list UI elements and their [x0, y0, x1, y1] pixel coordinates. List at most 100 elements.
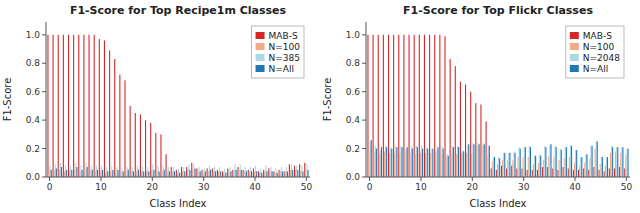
- y-axis-line: [46, 22, 47, 177]
- bar: [604, 171, 605, 177]
- bar: [187, 170, 188, 177]
- bar: [528, 157, 529, 177]
- y-tick: [42, 148, 46, 149]
- bar: [590, 146, 591, 177]
- bar: [304, 163, 305, 177]
- bar: [415, 154, 416, 177]
- bar: [217, 170, 218, 177]
- bar: [371, 140, 372, 177]
- bar: [467, 144, 468, 177]
- bar: [422, 149, 423, 177]
- bar: [443, 149, 444, 177]
- bar: [479, 144, 480, 177]
- bar: [386, 147, 387, 177]
- bar: [137, 166, 138, 177]
- bar: [166, 154, 167, 177]
- y-tick: [42, 63, 46, 64]
- bar: [429, 35, 430, 177]
- bar: [153, 170, 154, 177]
- bar: [268, 168, 269, 177]
- bar: [506, 168, 507, 177]
- bar: [279, 170, 280, 177]
- bar: [163, 166, 164, 177]
- bar: [189, 170, 190, 177]
- x-tick: [575, 177, 576, 181]
- bar: [395, 146, 396, 177]
- y-tick-label: 0.6: [26, 87, 41, 97]
- bar: [447, 154, 448, 177]
- bar: [116, 167, 117, 177]
- bar: [529, 146, 530, 177]
- bar: [207, 168, 208, 177]
- bar: [492, 161, 493, 177]
- x-tick-label: 20: [467, 182, 479, 192]
- bar: [176, 170, 177, 177]
- bar: [253, 168, 254, 177]
- bar: [458, 147, 459, 177]
- bar: [487, 156, 488, 177]
- bar: [59, 170, 60, 177]
- bar: [594, 149, 595, 177]
- bar: [68, 35, 69, 177]
- bar: [465, 85, 466, 177]
- bar: [533, 164, 534, 177]
- bar: [130, 106, 131, 177]
- x-tick-label: 20: [147, 182, 159, 192]
- bar: [399, 153, 400, 177]
- bar: [426, 147, 427, 177]
- bar: [171, 167, 172, 177]
- x-tick-label: 50: [301, 182, 313, 192]
- bar: [178, 168, 179, 177]
- legend-label: N=All: [583, 64, 608, 74]
- bar: [114, 59, 115, 177]
- bar: [224, 168, 225, 177]
- bar: [285, 171, 286, 177]
- bar: [379, 153, 380, 177]
- legend: MAB-SN=100N=2048N=All: [566, 26, 624, 78]
- bar: [519, 147, 520, 177]
- bar: [237, 167, 238, 177]
- bar: [539, 154, 540, 177]
- bar: [199, 167, 200, 177]
- bar: [579, 166, 580, 177]
- bar: [417, 147, 418, 177]
- bar: [537, 170, 538, 177]
- bar: [128, 170, 129, 177]
- bar: [580, 157, 581, 177]
- bar: [482, 146, 483, 177]
- bar: [589, 159, 590, 177]
- figure: F1-Score for Top Recipe1m Classes0.00.20…: [0, 0, 640, 213]
- bar: [272, 171, 273, 177]
- bar: [64, 171, 65, 177]
- bar: [434, 35, 435, 177]
- bar: [156, 171, 157, 177]
- bar: [575, 150, 576, 177]
- bar: [556, 147, 557, 177]
- bar: [515, 153, 516, 177]
- bar: [414, 35, 415, 177]
- bar: [286, 167, 287, 177]
- x-tick: [203, 177, 204, 181]
- bar: [440, 154, 441, 177]
- bar: [456, 154, 457, 177]
- bar: [273, 171, 274, 177]
- bar: [607, 157, 608, 177]
- bar: [155, 133, 156, 177]
- bar: [205, 171, 206, 177]
- bar: [380, 150, 381, 177]
- y-tick-label: 0.0: [346, 172, 361, 182]
- legend-swatch: [256, 65, 265, 72]
- bar: [599, 170, 600, 177]
- bar: [49, 171, 50, 177]
- bar: [517, 157, 518, 177]
- bar: [600, 164, 601, 177]
- bar: [261, 173, 262, 177]
- bar: [254, 171, 255, 177]
- bar: [305, 170, 306, 177]
- bar: [544, 146, 545, 177]
- bars: [47, 35, 308, 177]
- bar: [248, 170, 249, 177]
- bar: [621, 147, 622, 177]
- bar: [174, 171, 175, 177]
- bar: [47, 35, 48, 177]
